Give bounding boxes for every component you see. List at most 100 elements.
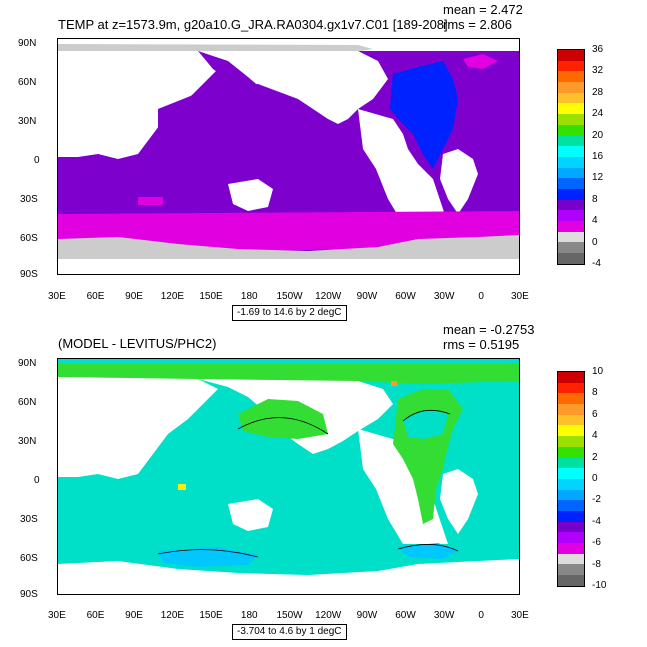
- p1-lat-0: 0: [34, 155, 40, 166]
- colorbar-tick-label: -4: [592, 515, 601, 527]
- p1-lat-30n: 30N: [18, 116, 37, 127]
- colorbar-swatch: [558, 468, 584, 479]
- panel1-map: [57, 38, 520, 275]
- p1-lat-60s: 60S: [20, 233, 38, 244]
- colorbar-swatch: [558, 103, 584, 115]
- lon-label: 30E: [48, 610, 66, 621]
- lon-label: 30W: [433, 291, 455, 302]
- lon-label: 120W: [315, 610, 342, 621]
- colorbar-swatch: [558, 489, 584, 501]
- colorbar-tick-label: 4: [592, 215, 598, 227]
- lon-label: 120W: [315, 291, 342, 302]
- panel2-mean: mean = -0.2753: [443, 322, 535, 337]
- panel2-map: [57, 358, 520, 595]
- lon-label: 30E: [511, 610, 529, 621]
- p1-lat-90n: 90N: [18, 38, 37, 49]
- colorbar-swatch: [558, 114, 584, 125]
- lon-label: 150E: [199, 291, 223, 302]
- colorbar-tick-label: 28: [592, 86, 604, 98]
- colorbar-swatch: [558, 553, 584, 565]
- lon-label: 90E: [125, 291, 143, 302]
- colorbar-swatch: [558, 253, 584, 264]
- colorbar-swatch: [558, 393, 584, 405]
- colorbar-swatch: [558, 543, 584, 554]
- lon-label: 150W: [276, 610, 303, 621]
- colorbar-swatch: [558, 425, 584, 437]
- panel2-title: (MODEL - LEVITUS/PHC2): [58, 336, 217, 351]
- colorbar-tick-label: 8: [592, 387, 598, 399]
- colorbar-swatch: [558, 436, 584, 447]
- colorbar-swatch: [558, 532, 584, 543]
- p1-lat-90s: 90S: [20, 269, 38, 280]
- lon-label: 60W: [395, 291, 416, 302]
- colorbar-swatch: [558, 82, 584, 93]
- colorbar-swatch: [558, 564, 584, 576]
- panel2-colorbar: [557, 371, 585, 587]
- colorbar-swatch: [558, 71, 584, 83]
- colorbar-swatch: [558, 372, 584, 383]
- lon-label: 30W: [433, 610, 455, 621]
- colorbar-swatch: [558, 457, 584, 469]
- colorbar-swatch: [558, 510, 584, 522]
- lon-label: 30E: [48, 291, 66, 302]
- panel2-rms: rms = 0.5195: [443, 337, 520, 352]
- colorbar-swatch: [558, 404, 584, 415]
- panel1-rms: rms = 2.806: [443, 17, 513, 32]
- lon-label: 0: [478, 291, 484, 302]
- lon-label: 120E: [160, 610, 185, 621]
- colorbar-swatch: [558, 50, 584, 61]
- lon-label: 60E: [86, 291, 105, 302]
- colorbar-tick-label: 2: [592, 451, 598, 463]
- p2-lat-30s: 30S: [20, 514, 38, 525]
- colorbar-swatch: [558, 221, 584, 232]
- colorbar-swatch: [558, 521, 584, 533]
- colorbar-swatch: [558, 60, 584, 72]
- colorbar-tick-label: 32: [592, 65, 604, 77]
- colorbar-swatch: [558, 92, 584, 104]
- colorbar-swatch: [558, 188, 584, 200]
- p2-lat-90s: 90S: [20, 589, 38, 600]
- p1-lat-30s: 30S: [20, 194, 38, 205]
- colorbar-tick-label: 0: [592, 236, 598, 248]
- p2-lat-30n: 30N: [18, 436, 37, 447]
- colorbar-tick-label: 6: [592, 408, 598, 420]
- panel1-mean: mean = 2.472: [443, 2, 523, 17]
- lon-label: 90W: [356, 291, 378, 302]
- colorbar-tick-label: 20: [592, 129, 604, 141]
- colorbar-tick-label: -8: [592, 558, 601, 570]
- lon-label: 30E: [511, 291, 529, 302]
- lon-label: 0: [478, 610, 484, 621]
- colorbar-swatch: [558, 199, 584, 211]
- p2-lat-60s: 60S: [20, 553, 38, 564]
- colorbar-tick-label: 8: [592, 193, 598, 205]
- colorbar-swatch: [558, 478, 584, 490]
- lon-label: 150W: [276, 291, 303, 302]
- colorbar-swatch: [558, 446, 584, 458]
- lon-label: 60E: [86, 610, 105, 621]
- p2-lat-0: 0: [34, 475, 40, 486]
- colorbar-swatch: [558, 156, 584, 168]
- panel2-footnote: -3.704 to 4.6 by 1 degC: [232, 624, 347, 640]
- lon-label: 60W: [395, 610, 416, 621]
- colorbar-swatch: [558, 135, 584, 147]
- lon-label: 90E: [125, 610, 143, 621]
- colorbar-swatch: [558, 500, 584, 511]
- colorbar-tick-label: 4: [592, 430, 598, 442]
- colorbar-tick-label: 12: [592, 172, 604, 184]
- colorbar-swatch: [558, 146, 584, 157]
- colorbar-tick-label: 36: [592, 44, 604, 55]
- p1-lat-60n: 60N: [18, 77, 37, 88]
- colorbar-swatch: [558, 124, 584, 136]
- lon-label: 180: [240, 291, 258, 302]
- lon-label: 120E: [160, 291, 185, 302]
- colorbar-swatch: [558, 167, 584, 179]
- colorbar-swatch: [558, 231, 584, 243]
- panel1-title: TEMP at z=1573.9m, g20a10.G_JRA.RA0304.g…: [58, 17, 448, 32]
- p2-lat-60n: 60N: [18, 397, 37, 408]
- colorbar-tick-label: 16: [592, 151, 604, 162]
- colorbar-swatch: [558, 414, 584, 426]
- colorbar-swatch: [558, 178, 584, 189]
- colorbar-tick-label: -2: [592, 494, 601, 506]
- lon-label: 150E: [199, 610, 223, 621]
